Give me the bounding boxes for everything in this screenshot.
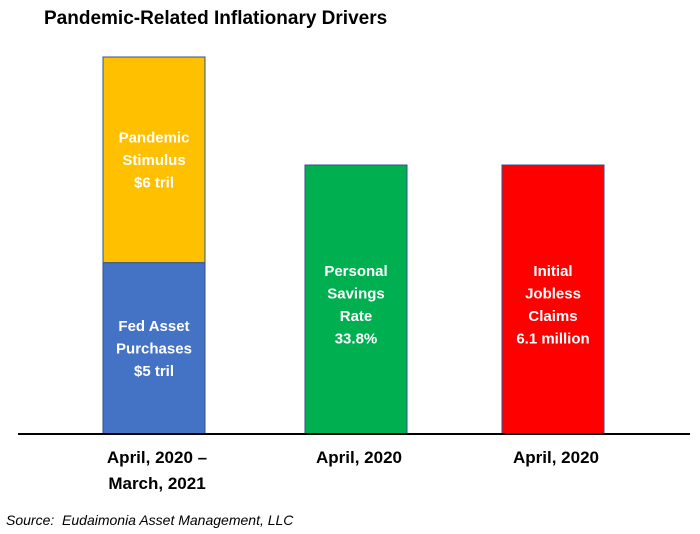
bar-segment-0-1 [102,56,206,264]
source-note: Source: Eudaimonia Asset Management, LLC [6,512,294,528]
x-tick-label-0: April, 2020 – March, 2021 [107,448,207,493]
bar-label-0-0: Fed Asset Purchases $5 tril [116,318,192,380]
bar-2 [501,164,605,435]
chart-title: Pandemic-Related Inflationary Drivers [44,8,388,29]
bar-label-0-1: Pandemic Stimulus $6 tril [119,129,190,191]
bar-label-1: Personal Savings Rate 33.8% [324,263,387,348]
x-tick-label-2: April, 2020 [513,448,599,467]
bar-label-2: Initial Jobless Claims 6.1 million [516,263,589,348]
bar-segment-0-0 [102,262,206,435]
x-tick-label-1: April, 2020 [316,448,402,467]
